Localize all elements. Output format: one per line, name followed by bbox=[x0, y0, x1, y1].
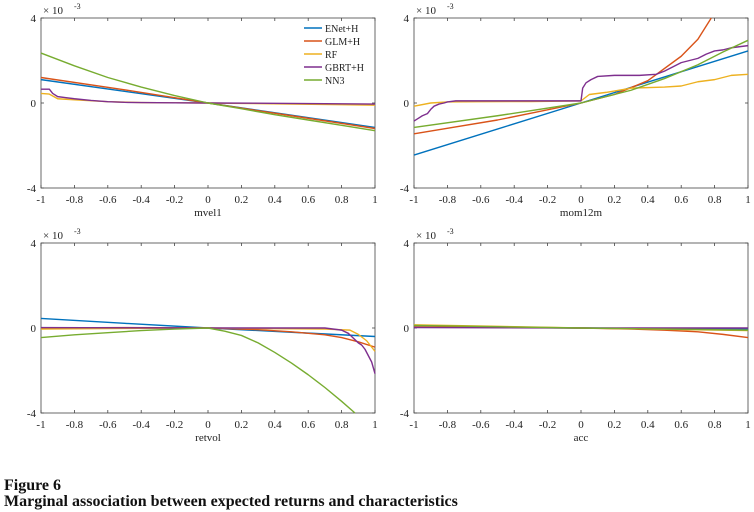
x-tick-label: -1 bbox=[409, 419, 418, 431]
series-line-rf bbox=[413, 73, 749, 107]
figure-canvas: -1 -0.8 -0.6 -0.4 -0.2 0 0.2 0.4 0.6 0.8 1 -4 0 4 × 10… bbox=[27, 2, 751, 444]
y-tick-label: 4 bbox=[404, 238, 410, 250]
x-tick-label: -0.4 bbox=[132, 419, 150, 431]
y-tick-label: -4 bbox=[27, 183, 37, 195]
x-tick-label: -0.2 bbox=[166, 194, 183, 206]
x-tick-label: 0.2 bbox=[608, 419, 622, 431]
y-exponent-label: × 10 bbox=[43, 5, 63, 17]
x-tick-label: 0.4 bbox=[268, 194, 282, 206]
x-tick-label: -0.2 bbox=[539, 419, 556, 431]
x-tick-label: 1 bbox=[745, 419, 751, 431]
x-tick-label: 0.2 bbox=[235, 194, 249, 206]
x-tick-label: -1 bbox=[409, 194, 418, 206]
x-tick-label: -0.8 bbox=[66, 419, 84, 431]
y-exponent-label: × 10 bbox=[416, 5, 436, 17]
x-tick-label: 0.8 bbox=[335, 419, 349, 431]
chart-panel-1: -1 -0.8 -0.6 -0.4 -0.2 0 0.2 0.4 0.6 0.8 1 -4 0 4 × 10… bbox=[27, 2, 378, 219]
y-tick-label: 4 bbox=[31, 238, 37, 250]
x-tick-label: 0 bbox=[205, 419, 211, 431]
x-tick-label: -1 bbox=[36, 194, 45, 206]
series-line-nn3 bbox=[40, 327, 356, 414]
x-tick-label: 0.8 bbox=[335, 194, 349, 206]
y-exponent-power: -3 bbox=[447, 227, 454, 236]
x-tick-label: 0.2 bbox=[608, 194, 622, 206]
series-line-glm-h bbox=[40, 326, 376, 348]
x-tick-label: -0.8 bbox=[66, 194, 84, 206]
x-tick-label: -0.4 bbox=[132, 194, 150, 206]
legend-entry: GLM+H bbox=[325, 37, 360, 48]
x-tick-label: -0.6 bbox=[99, 194, 117, 206]
y-tick-label: -4 bbox=[400, 408, 410, 420]
x-tick-label: 1 bbox=[372, 419, 378, 431]
x-tick-label: -0.4 bbox=[505, 419, 523, 431]
y-tick-label: 4 bbox=[404, 13, 410, 25]
x-axis-label: mom12m bbox=[560, 207, 603, 219]
x-tick-label: 0.6 bbox=[301, 419, 315, 431]
figure-title: Marginal association between expected re… bbox=[4, 493, 458, 510]
y-tick-label: 0 bbox=[404, 98, 410, 110]
x-tick-label: 0.6 bbox=[674, 194, 688, 206]
chart-panel-4: -1 -0.8 -0.6 -0.4 -0.2 0 0.2 0.4 0.6 0.8 1 -4 0 4 × 10… bbox=[400, 227, 751, 444]
y-tick-label: 0 bbox=[31, 323, 37, 335]
x-tick-label: -0.8 bbox=[439, 419, 457, 431]
x-tick-label: 0.4 bbox=[641, 194, 655, 206]
x-tick-label: -1 bbox=[36, 419, 45, 431]
x-tick-label: 0.4 bbox=[268, 419, 282, 431]
series-line-rf bbox=[40, 327, 376, 352]
figure-number: Figure 6 bbox=[4, 477, 62, 494]
x-tick-label: 0 bbox=[205, 194, 211, 206]
legend-entry: RF bbox=[325, 50, 338, 61]
x-tick-label: 1 bbox=[372, 194, 378, 206]
x-tick-label: 0 bbox=[578, 194, 584, 206]
x-tick-label: -0.4 bbox=[505, 194, 523, 206]
x-axis-label: acc bbox=[574, 432, 589, 444]
y-exponent-power: -3 bbox=[447, 2, 454, 11]
x-tick-label: 1 bbox=[745, 194, 751, 206]
x-tick-label: -0.2 bbox=[539, 194, 556, 206]
x-tick-label: 0.6 bbox=[301, 194, 315, 206]
x-tick-label: -0.8 bbox=[439, 194, 457, 206]
legend: ENet+H GLM+H RF GBRT+H NN3 bbox=[300, 22, 368, 92]
series-line-nn3 bbox=[413, 324, 749, 331]
x-tick-label: 0 bbox=[578, 419, 584, 431]
x-tick-label: 0.6 bbox=[674, 419, 688, 431]
x-tick-label: 0.4 bbox=[641, 419, 655, 431]
x-axis-label: mvel1 bbox=[194, 207, 222, 219]
x-tick-label: -0.6 bbox=[472, 419, 490, 431]
legend-entry: NN3 bbox=[325, 76, 344, 87]
y-exponent-label: × 10 bbox=[416, 230, 436, 242]
legend-entry: ENet+H bbox=[325, 24, 358, 35]
x-tick-label: 0.2 bbox=[235, 419, 249, 431]
series-line-gbrt-h bbox=[413, 44, 749, 122]
legend-entry: GBRT+H bbox=[325, 63, 364, 74]
y-exponent-power: -3 bbox=[74, 2, 81, 11]
y-tick-label: -4 bbox=[27, 408, 37, 420]
series-line-nn3 bbox=[413, 39, 749, 129]
chart-panel-2: -1 -0.8 -0.6 -0.4 -0.2 0 0.2 0.4 0.6 0.8 1 -4 0 4 × 10… bbox=[400, 2, 751, 219]
series-line-gbrt-h bbox=[41, 88, 376, 105]
y-tick-label: 0 bbox=[31, 98, 37, 110]
y-tick-label: 4 bbox=[31, 13, 37, 25]
x-tick-label: -0.6 bbox=[472, 194, 490, 206]
x-tick-label: 0.8 bbox=[708, 419, 722, 431]
y-exponent-label: × 10 bbox=[43, 230, 63, 242]
x-tick-label: -0.6 bbox=[99, 419, 117, 431]
series-line-nn3 bbox=[40, 52, 376, 132]
y-tick-label: 0 bbox=[404, 323, 410, 335]
series-line-gbrt-h bbox=[40, 326, 376, 374]
y-exponent-power: -3 bbox=[74, 227, 81, 236]
x-tick-label: 0.8 bbox=[708, 194, 722, 206]
chart-panel-3: -1 -0.8 -0.6 -0.4 -0.2 0 0.2 0.4 0.6 0.8 1 -4 0 4 × 10… bbox=[27, 227, 378, 444]
y-tick-label: -4 bbox=[400, 183, 410, 195]
x-tick-label: -0.2 bbox=[166, 419, 183, 431]
x-axis-label: retvol bbox=[195, 432, 221, 444]
